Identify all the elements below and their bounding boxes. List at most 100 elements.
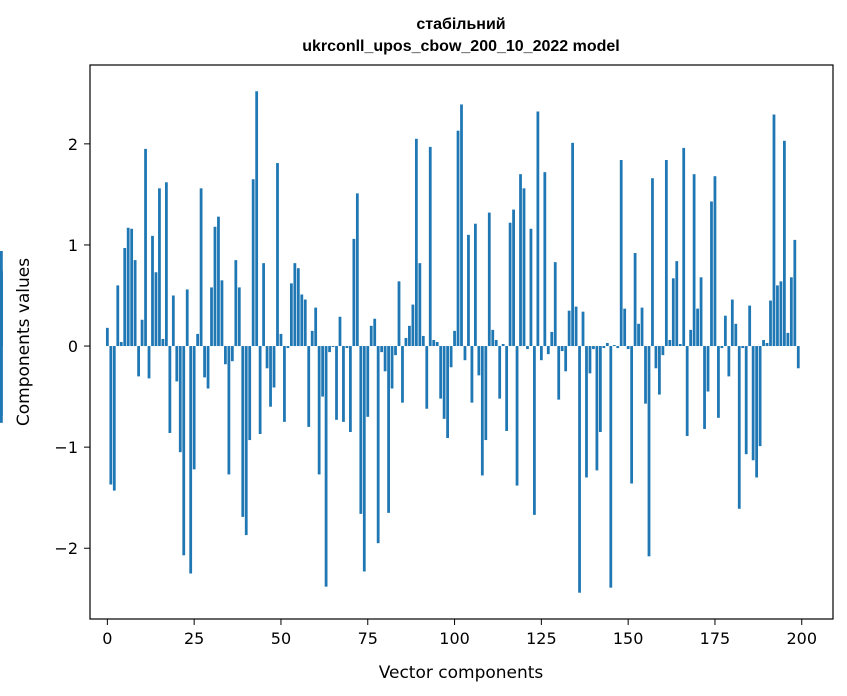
bar-164 <box>675 261 679 347</box>
bar-84 <box>397 281 401 347</box>
bar-122 <box>529 228 533 347</box>
bar-196 <box>786 332 790 347</box>
bar-132 <box>564 346 568 372</box>
bar-139 <box>588 346 592 374</box>
plot-frame <box>89 64 834 620</box>
bar-39 <box>241 346 245 517</box>
bar-175 <box>713 176 717 347</box>
bar-79 <box>380 346 384 353</box>
bar-12 <box>147 346 151 379</box>
bar-110 <box>487 212 491 347</box>
bar-127 <box>546 346 550 355</box>
bar-109 <box>484 346 488 441</box>
bar-14 <box>154 272 158 347</box>
bar-191 <box>769 300 772 347</box>
bar-54 <box>293 263 297 347</box>
bar-92 <box>425 346 429 409</box>
bar-146 <box>612 345 616 347</box>
bar-33 <box>220 280 224 347</box>
bar-151 <box>630 346 634 484</box>
bar-87 <box>408 325 411 347</box>
y-tick-label: −2 <box>54 539 78 558</box>
bar-125 <box>539 346 543 361</box>
bar-7 <box>130 228 134 347</box>
bar-169 <box>692 174 696 347</box>
bar-53 <box>289 283 293 347</box>
bar-90 <box>418 263 422 347</box>
x-axis-ticks: 0 25 50 75 100 125 150 175 200 <box>102 619 817 648</box>
bar-63 <box>324 346 328 587</box>
bar-145 <box>609 346 613 588</box>
bar-30 <box>210 287 213 347</box>
bar-93 <box>428 146 432 347</box>
bar-83 <box>394 346 397 356</box>
x-tick-label: 150 <box>613 629 644 648</box>
bar-64 <box>328 346 331 353</box>
bar-5 <box>123 247 127 347</box>
bar-144 <box>605 343 609 347</box>
bar-188 <box>758 346 762 447</box>
bar-170 <box>696 308 699 347</box>
bar-3 <box>116 285 120 347</box>
bar-155 <box>644 346 647 404</box>
bar-133 <box>567 310 571 347</box>
bar-166 <box>682 147 686 347</box>
bar-71 <box>352 238 356 347</box>
bar-131 <box>560 346 564 352</box>
bar-undefined <box>0 346 3 416</box>
bar-140 <box>592 346 595 350</box>
bar-149 <box>623 308 627 347</box>
bar-135 <box>574 306 578 347</box>
bar-78 <box>376 346 380 544</box>
y-axis-ticks: −2 −1 0 1 2 <box>54 135 90 558</box>
bar-68 <box>342 346 345 422</box>
bar-41 <box>248 346 252 441</box>
bar-172 <box>703 346 706 429</box>
bar-112 <box>494 339 498 347</box>
bar-104 <box>467 234 470 347</box>
bar-17 <box>164 182 168 347</box>
bar-72 <box>355 193 359 347</box>
bar-199 <box>796 346 800 369</box>
bar-57 <box>303 299 307 347</box>
x-tick-label: 25 <box>184 629 204 648</box>
bar-159 <box>658 346 661 395</box>
bar-38 <box>237 287 241 347</box>
bar-0 <box>105 327 109 347</box>
bar-66 <box>335 346 338 420</box>
bar-130 <box>557 346 561 400</box>
bar-59 <box>310 330 314 347</box>
bar-86 <box>404 337 408 347</box>
bar-158 <box>654 346 658 369</box>
bar-62 <box>321 346 325 397</box>
x-tick-label: 75 <box>358 629 378 648</box>
bar-189 <box>762 339 765 347</box>
bar-15 <box>158 188 161 347</box>
bar-74 <box>362 346 366 572</box>
bar-44 <box>258 346 262 434</box>
y-tick-label: 1 <box>68 236 78 255</box>
bar-186 <box>751 346 755 461</box>
bar-157 <box>651 178 654 347</box>
bar-49 <box>276 163 279 347</box>
bar-116 <box>508 222 512 347</box>
bar-111 <box>491 329 495 347</box>
bar-16 <box>161 338 165 347</box>
bar-118 <box>515 346 519 486</box>
bar-179 <box>727 346 731 377</box>
x-tick-label: 50 <box>271 629 291 648</box>
bar-134 <box>571 142 574 347</box>
bar-25 <box>192 346 196 470</box>
bar-10 <box>140 319 144 347</box>
bar-119 <box>519 174 522 347</box>
bar-194 <box>779 281 783 347</box>
bar-60 <box>314 307 318 347</box>
bar-75 <box>366 346 370 417</box>
bar-32 <box>217 216 220 347</box>
bar-107 <box>477 346 481 376</box>
bar-161 <box>664 160 668 347</box>
bar-98 <box>446 346 449 439</box>
bar-156 <box>647 346 651 557</box>
bar-58 <box>307 346 311 427</box>
bar-153 <box>637 323 640 347</box>
